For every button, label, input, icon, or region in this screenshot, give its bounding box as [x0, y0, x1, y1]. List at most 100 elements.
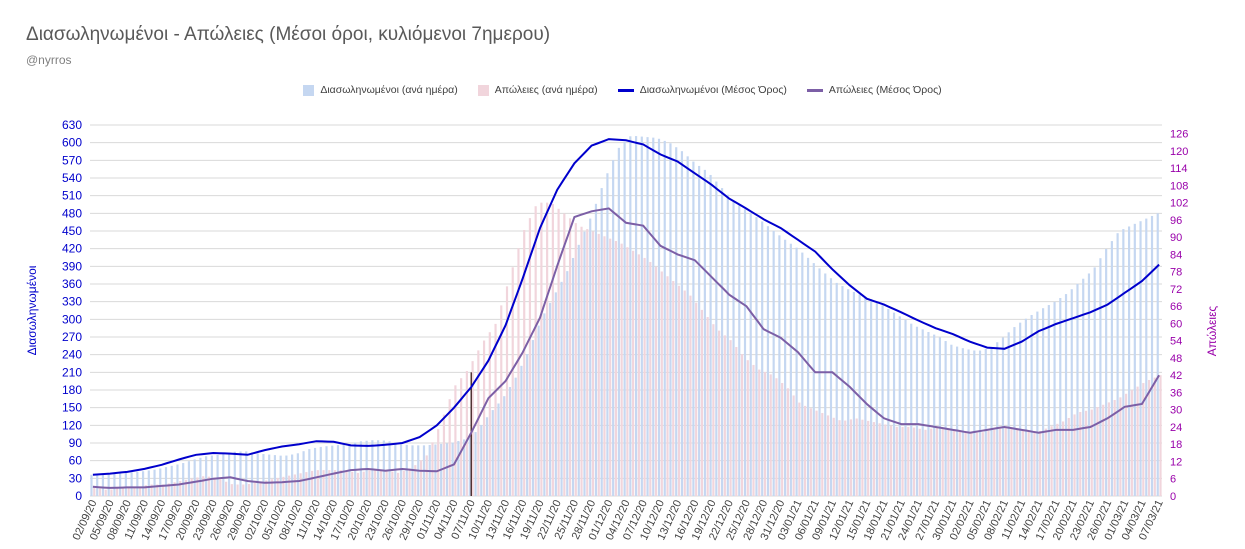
y2-tick-label: 72: [1170, 284, 1182, 296]
bar-deaths-daily: [695, 302, 698, 496]
legend-swatch-deaths-daily: [477, 84, 489, 96]
bar-intubated-daily: [296, 453, 299, 496]
bar-deaths-daily: [947, 428, 950, 496]
bar-deaths-daily: [786, 388, 789, 496]
y-tick-label: 120: [62, 418, 82, 432]
bar-deaths-daily: [930, 428, 933, 496]
bar-intubated-daily: [514, 377, 517, 496]
bar-deaths-daily: [328, 470, 331, 496]
bar-deaths-daily: [1084, 410, 1088, 496]
bar-intubated-daily: [90, 474, 93, 496]
bar-intubated-daily: [870, 299, 873, 496]
bar-intubated-daily: [463, 439, 466, 496]
bar-intubated-daily: [698, 165, 701, 497]
bar-deaths-daily: [391, 471, 394, 496]
y-tick-label: 420: [62, 242, 82, 256]
bar-intubated-daily: [990, 346, 993, 496]
bar-intubated-daily: [755, 217, 758, 496]
bar-intubated-daily: [193, 459, 196, 496]
bar-intubated-daily: [1007, 332, 1010, 496]
bar-deaths-daily: [953, 430, 956, 496]
bar-intubated-daily: [984, 348, 987, 496]
bar-deaths-daily: [935, 427, 939, 496]
bar-intubated-daily: [497, 403, 500, 496]
bar-deaths-daily: [247, 483, 251, 496]
bar-deaths-daily: [700, 309, 704, 496]
bar-deaths-daily: [494, 323, 497, 496]
bar-deaths-daily: [202, 476, 205, 496]
y-tick-label: 630: [62, 118, 82, 132]
bar-deaths-daily: [563, 213, 566, 496]
bar-deaths-daily: [804, 405, 807, 496]
bar-intubated-daily: [583, 231, 586, 496]
bar-intubated-daily: [795, 247, 798, 496]
bar-deaths-daily: [855, 418, 858, 496]
y2-tick-label: 42: [1170, 370, 1182, 382]
bar-intubated-daily: [405, 444, 408, 496]
bar-deaths-daily: [511, 267, 514, 496]
bar-deaths-daily: [127, 487, 130, 496]
bar-deaths-daily: [1010, 427, 1013, 496]
bar-intubated-daily: [113, 472, 116, 496]
y2-tick-label: 120: [1170, 146, 1188, 158]
bar-intubated-daily: [1127, 226, 1131, 496]
bar-deaths-daily: [706, 317, 709, 496]
bar-deaths-daily: [173, 482, 176, 496]
bar-deaths-daily: [1153, 377, 1156, 496]
bar-intubated-daily: [1099, 258, 1102, 496]
bar-intubated-daily: [96, 474, 99, 496]
bar-deaths-daily: [769, 374, 772, 496]
y-tick-label: 300: [62, 312, 82, 326]
bar-deaths-daily: [643, 257, 646, 496]
bar-intubated-daily: [732, 201, 735, 496]
bar-deaths-daily: [746, 360, 749, 496]
bar-deaths-daily: [368, 470, 371, 496]
bar-deaths-daily: [735, 347, 738, 496]
bar-intubated-daily: [159, 468, 162, 496]
bar-intubated-daily: [950, 344, 953, 496]
bar-deaths-daily: [620, 243, 623, 496]
bar-intubated-daily: [147, 470, 150, 496]
y2-axis-title: Απώλειες: [1205, 306, 1219, 357]
bar-deaths-daily: [121, 487, 125, 496]
bar-deaths-daily: [161, 484, 165, 496]
bar-deaths-daily: [849, 419, 853, 496]
y2-tick-label: 90: [1170, 232, 1182, 244]
bar-intubated-daily: [451, 442, 454, 496]
bar-deaths-daily: [500, 305, 503, 496]
bar-deaths-daily: [815, 410, 818, 496]
bar-deaths-daily: [546, 202, 549, 496]
bar-deaths-daily: [167, 483, 170, 496]
bar-deaths-daily: [1033, 432, 1036, 496]
bar-deaths-daily: [672, 281, 675, 496]
bar-deaths-daily: [414, 465, 417, 496]
bar-intubated-daily: [680, 151, 684, 497]
y-axis-title: Διασωληνωμένοι: [25, 265, 39, 355]
bar-intubated-daily: [130, 472, 133, 496]
bar-deaths-daily: [614, 241, 618, 496]
y2-tick-label: 66: [1170, 301, 1182, 313]
bar-intubated-daily: [1116, 233, 1119, 497]
y2-tick-label: 84: [1170, 249, 1182, 261]
bar-intubated-daily: [938, 337, 941, 496]
bar-deaths-daily: [924, 429, 927, 496]
bar-intubated-daily: [331, 445, 334, 496]
bar-intubated-daily: [474, 432, 477, 496]
bar-intubated-daily: [944, 341, 947, 496]
bar-intubated-daily: [342, 444, 345, 496]
bar-intubated-daily: [933, 334, 936, 496]
bar-deaths-daily: [821, 413, 824, 496]
bar-intubated-daily: [961, 348, 964, 496]
bar-intubated-daily: [107, 473, 110, 496]
bar-intubated-daily: [222, 454, 225, 496]
legend-label-deaths-avg: Απώλειες (Μέσος Όρος): [828, 84, 942, 96]
bar-intubated-daily: [548, 302, 552, 496]
legend-item-intubated-daily: Διασωληνωμένοι (ανά ημέρα): [303, 84, 458, 96]
bar-intubated-daily: [1139, 221, 1142, 496]
y2-tick-label: 6: [1170, 474, 1176, 486]
bar-intubated-daily: [904, 319, 907, 496]
bar-intubated-daily: [388, 441, 391, 496]
bar-intubated-daily: [119, 472, 122, 496]
bar-intubated-daily: [371, 440, 374, 496]
bar-intubated-daily: [153, 469, 156, 496]
